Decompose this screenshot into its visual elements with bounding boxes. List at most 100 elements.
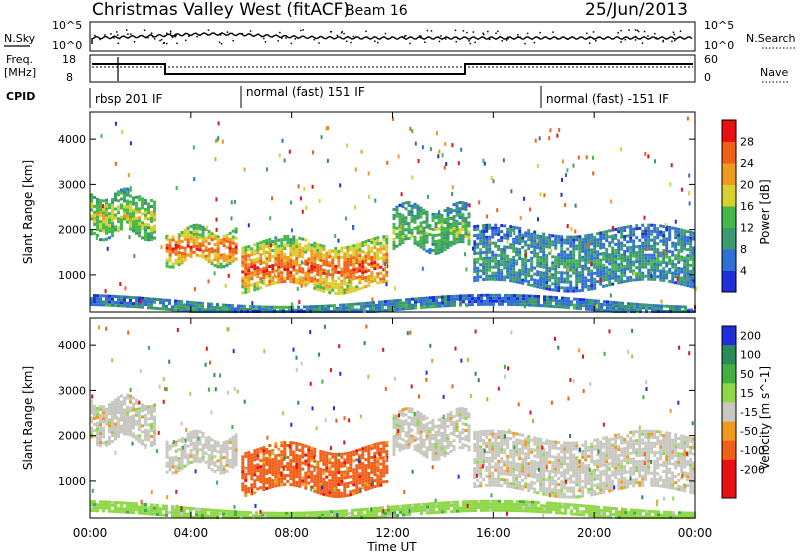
- colorbar-tick-label: -15: [740, 406, 758, 419]
- colorbar-tick-label: -50: [740, 425, 758, 438]
- noise-left-label: N.Sky: [4, 32, 36, 45]
- colorbar-segment: [722, 364, 736, 384]
- nave-tick-bottom: 0: [704, 71, 711, 84]
- colorbar-tick-label: 16: [740, 200, 754, 213]
- noise-trace: [91, 32, 693, 44]
- colorbar-segment: [722, 478, 736, 499]
- colorbar-segment: [722, 383, 736, 403]
- noise-right-tick-top: 10^5: [704, 19, 734, 32]
- colorbar-segment: [722, 459, 736, 480]
- y-tick-label: 2000: [58, 224, 86, 237]
- colorbar-segment: [722, 163, 736, 185]
- colorbar-tick-label: 28: [740, 136, 754, 149]
- colorbar-tick-label: 12: [740, 222, 754, 235]
- freq-tick-bottom: 8: [66, 71, 73, 84]
- colorbar-tick-label: 50: [740, 368, 754, 381]
- x-tick-label: 00:00: [73, 526, 108, 540]
- velocity-panel: Slant Range [km] 1000 2000 3000 4000 200 100…: [21, 317, 772, 519]
- colorbar-tick-label: 100: [740, 349, 761, 362]
- colorbar-tick-label: 24: [740, 157, 754, 170]
- colorbar-segment: [722, 345, 736, 365]
- velocity-colorbar-label: Velocity [m s^-1]: [758, 366, 772, 470]
- frequency-trace: [92, 63, 693, 75]
- cpid-bar: CPID rbsp 201 IF normal (fast) 151 IF no…: [6, 85, 669, 108]
- echo-band: [165, 223, 238, 269]
- echo-band: [90, 187, 156, 242]
- power-y-ticks: 1000 2000 3000 4000: [58, 133, 695, 282]
- echo-band: [241, 235, 389, 295]
- y-tick-label: 4000: [58, 339, 86, 352]
- y-tick-label: 2000: [58, 430, 86, 443]
- noise-panel: N.Sky 10^5 10^0 10^5 10^0 N.Search: [4, 19, 796, 52]
- y-tick-label: 3000: [58, 178, 86, 191]
- power-panel: Slant Range [km] 1000 2000 3000 4000 4 8 12 16…: [21, 111, 772, 313]
- colorbar-segment: [722, 270, 736, 293]
- colorbar-segment: [722, 421, 736, 442]
- noise-left-tick-bottom: 10^0: [52, 39, 82, 52]
- colorbar-tick-label: 4: [740, 265, 747, 278]
- plot-title: Christmas Valley West (fitACF): [92, 0, 350, 20]
- colorbar-segment: [722, 440, 736, 461]
- colorbar-tick-label: 15: [740, 387, 754, 400]
- echo-band: [473, 223, 696, 293]
- cpid-mode-1: rbsp 201 IF: [95, 92, 162, 106]
- echo-band: [241, 441, 389, 498]
- y-tick-label: 1000: [58, 475, 86, 488]
- x-tick-label: 12:00: [375, 526, 410, 540]
- beam-label: Beam 16: [345, 3, 408, 19]
- velocity-colorbar: 200 100 50 15 -15 -50 -100 -200: [721, 325, 765, 499]
- echo-band: [392, 407, 471, 461]
- echo-band: [473, 429, 696, 499]
- colorbar-segment: [722, 227, 736, 250]
- freq-label-line2: [MHz]: [4, 66, 36, 79]
- noise-dots: [94, 29, 682, 45]
- colorbar-segment: [722, 120, 736, 142]
- scatter-echoes: [95, 116, 697, 310]
- echo-band: [90, 393, 156, 448]
- time-axis: 00:00 04:00 08:00 12:00 16:00 20:00 00:00: [73, 112, 713, 540]
- date-label: 25/Jun/2013: [585, 0, 688, 20]
- colorbar-segment: [722, 326, 736, 346]
- echo-band: [165, 429, 238, 475]
- colorbar-tick-label: 20: [740, 179, 754, 192]
- frequency-panel: Freq. [MHz] 18 8 60 0 Nave: [4, 53, 790, 84]
- colorbar-segment: [722, 206, 736, 228]
- echo-band: [392, 201, 471, 255]
- power-echoes: [90, 116, 697, 313]
- echo-band: [90, 499, 696, 519]
- nave-tick-top: 60: [704, 53, 718, 66]
- freq-tick-top: 18: [62, 53, 76, 66]
- x-tick-label: 20:00: [577, 526, 612, 540]
- x-tick-label: 16:00: [476, 526, 511, 540]
- cpid-mode-3: normal (fast) -151 IF: [546, 92, 669, 106]
- x-tick-label: 00:00: [678, 526, 713, 540]
- x-axis-label: Time UT: [366, 540, 417, 554]
- nave-label: Nave: [760, 66, 788, 79]
- power-colorbar: 4 8 12 16 20 24 28: [721, 119, 754, 293]
- cpid-mode-2: normal (fast) 151 IF: [246, 85, 365, 99]
- noise-right-tick-bottom: 10^0: [704, 39, 734, 52]
- velocity-y-axis-label: Slant Range [km]: [21, 366, 35, 470]
- power-colorbar-label: Power [dB]: [758, 179, 772, 244]
- y-tick-label: 4000: [58, 133, 86, 146]
- colorbar-segment: [722, 184, 736, 207]
- velocity-echoes: [90, 324, 696, 519]
- noise-left-tick-top: 10^5: [52, 19, 82, 32]
- power-y-axis-label: Slant Range [km]: [21, 160, 35, 264]
- scatter-echoes: [90, 324, 694, 518]
- cpid-label: CPID: [6, 90, 35, 103]
- colorbar-segment: [722, 402, 736, 423]
- x-tick-label: 08:00: [274, 526, 309, 540]
- noise-right-label: N.Search: [746, 32, 796, 45]
- y-tick-label: 3000: [58, 384, 86, 397]
- x-tick-label: 04:00: [174, 526, 209, 540]
- colorbar-segment: [722, 141, 736, 164]
- y-tick-label: 1000: [58, 269, 86, 282]
- colorbar-tick-label: 200: [740, 330, 761, 343]
- freq-label-line1: Freq.: [6, 53, 33, 66]
- velocity-y-ticks: 1000 2000 3000 4000: [58, 339, 695, 488]
- colorbar-tick-label: 8: [740, 243, 747, 256]
- colorbar-tick-label: -100: [740, 444, 765, 457]
- colorbar-segment: [722, 249, 736, 271]
